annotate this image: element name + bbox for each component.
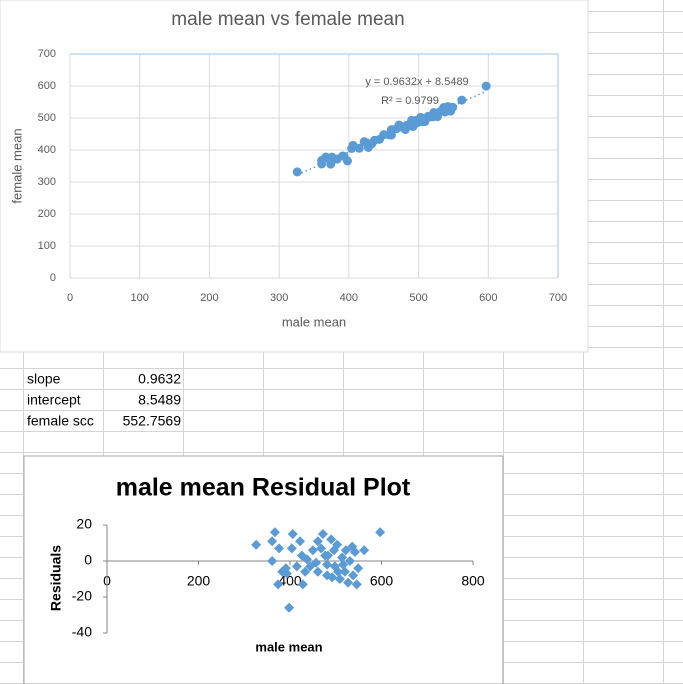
data-point (326, 534, 337, 545)
data-point (273, 579, 284, 590)
data-point (481, 81, 491, 91)
y-tick-label: 700 (38, 48, 56, 60)
data-point (351, 579, 362, 590)
y-tick-label: 500 (38, 112, 56, 124)
y-tick-label: -20 (72, 588, 92, 604)
data-point (274, 543, 285, 554)
y-tick-label: 300 (38, 176, 56, 188)
y-axis-title: female mean (9, 128, 24, 203)
data-point (400, 125, 410, 135)
data-point (338, 559, 349, 570)
y-tick-label: 20 (76, 516, 92, 532)
data-point (301, 554, 312, 565)
data-point (339, 151, 349, 161)
y-tick-label: -40 (72, 624, 92, 640)
x-tick-label: 700 (549, 292, 567, 304)
data-point (297, 579, 308, 590)
data-point (448, 102, 458, 112)
data-point (349, 547, 360, 557)
cell-value: 0.9632 (138, 371, 181, 387)
chart-title: male mean vs female mean (171, 9, 404, 30)
trendline-r2: R² = 0.9799 (381, 95, 439, 107)
data-point (386, 125, 396, 135)
trendline-equation: y = 0.9632x + 8.5489 (365, 76, 468, 88)
data-point (353, 563, 364, 574)
data-point (311, 557, 322, 568)
chart-area[interactable] (23, 455, 504, 684)
data-point (287, 529, 298, 539)
data-point (337, 552, 348, 563)
x-tick-label: 200 (187, 573, 211, 589)
data-point (322, 570, 333, 581)
data-point (316, 543, 327, 554)
cell-value: 8.5489 (138, 392, 181, 408)
data-point (267, 536, 278, 547)
data-point (348, 570, 359, 581)
data-point (359, 545, 370, 556)
cell-label: intercept (27, 392, 81, 408)
data-point (457, 95, 467, 105)
chart-area[interactable] (0, 0, 589, 353)
data-point (322, 550, 333, 561)
x-tick-label: 100 (131, 292, 149, 304)
y-tick-label: 400 (38, 144, 56, 156)
x-tick-label: 200 (200, 292, 218, 304)
data-point (295, 536, 306, 547)
x-axis-title: male mean (282, 314, 346, 329)
x-tick-label: 0 (67, 292, 73, 304)
data-point (344, 556, 355, 566)
data-point (286, 543, 297, 554)
x-axis-title: male mean (255, 639, 322, 654)
x-tick-label: 400 (278, 573, 302, 589)
data-point (339, 566, 350, 577)
data-point (340, 545, 351, 556)
data-point (333, 566, 344, 577)
data-point (343, 577, 354, 588)
y-tick-label: 600 (38, 80, 56, 92)
data-point (332, 539, 343, 550)
data-point (322, 559, 333, 570)
cell-label: female scc (27, 413, 94, 429)
y-axis-title: Residuals (48, 545, 64, 611)
x-tick-label: 600 (370, 573, 394, 589)
y-tick-label: 0 (84, 552, 92, 568)
data-point (312, 566, 323, 577)
x-tick-label: 600 (479, 292, 497, 304)
data-point (292, 167, 302, 177)
cell-value: 552.7569 (123, 413, 182, 429)
data-point (317, 529, 328, 539)
y-tick-label: 100 (38, 240, 56, 252)
y-tick-label: 0 (50, 272, 56, 284)
data-point (375, 527, 386, 538)
data-point (326, 159, 336, 169)
data-point (284, 602, 295, 613)
data-point (281, 568, 292, 579)
x-tick-label: 500 (409, 292, 427, 304)
data-point (269, 527, 280, 538)
data-point (354, 143, 364, 153)
data-point (291, 561, 302, 572)
x-tick-label: 800 (461, 573, 485, 589)
cell-label: slope (27, 371, 61, 387)
data-point (317, 155, 327, 165)
x-tick-label: 300 (270, 292, 288, 304)
data-point (267, 556, 278, 566)
chart-title: male mean Residual Plot (116, 474, 411, 502)
y-tick-label: 200 (38, 208, 56, 220)
data-point (334, 574, 345, 584)
x-tick-label: 400 (340, 292, 358, 304)
data-point (312, 536, 323, 547)
data-point (251, 539, 262, 550)
data-point (300, 566, 311, 577)
data-point (307, 545, 318, 556)
